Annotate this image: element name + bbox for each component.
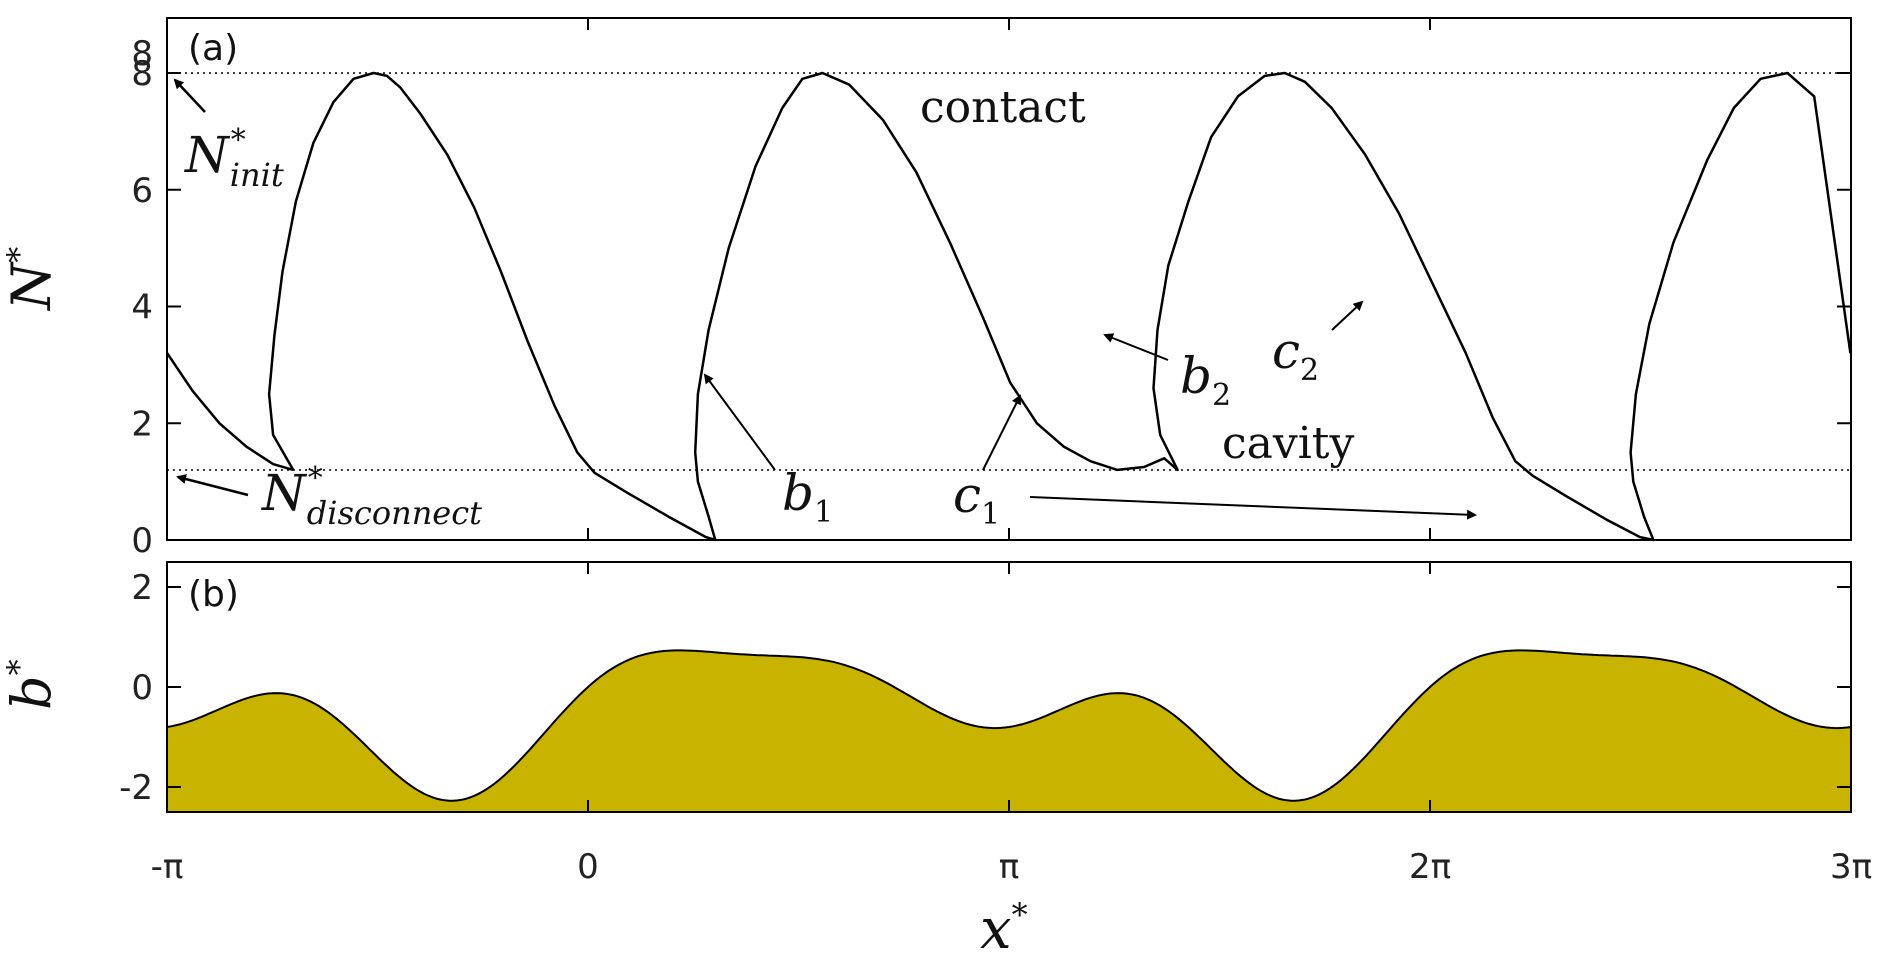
c2-label: c2 [1272, 322, 1319, 388]
b2-arrow [1103, 333, 1169, 361]
panel-a-ytick-label: 8 [131, 54, 153, 94]
x-tick-label: 3π [1830, 847, 1872, 887]
panel-a: 0 2 4 6 88 (a) N* contact cavity N* init N* di… [0, 17, 1852, 561]
x-tick-label: π [999, 847, 1019, 887]
panel-a-ytick-label: 2 [131, 404, 153, 444]
panel-b-label: (b) [188, 574, 239, 615]
x-tick-label: -π [151, 847, 184, 887]
panel-b-ticks: -2 0 2 [119, 562, 1852, 812]
ndisconnect-label: N* disconnect [261, 461, 482, 532]
c1-arrow [982, 394, 1021, 471]
b1-label: b1 [782, 464, 833, 530]
panel-b-ytick-label: 0 [131, 668, 153, 708]
panel-b-ylabel: b* [0, 659, 63, 710]
panel-a-ytick-label: 0 [131, 521, 153, 561]
cavity-label: cavity [1222, 418, 1354, 469]
ninit-label: N* init [184, 123, 284, 194]
panel-a-ticks: 0 2 4 6 88 [131, 18, 1852, 561]
panel-b-ytick-label: 2 [131, 568, 153, 608]
panel-a-frame [166, 17, 1852, 541]
b2-label: b2 [1180, 347, 1231, 413]
panel-b: -2 0 2 (b) b* [0, 561, 1852, 813]
panel-a-ylabel: N* [0, 247, 63, 312]
panel-a-label: (a) [188, 28, 238, 69]
x-tick-labels: -π 0 π 2π 3π [151, 847, 1872, 887]
pressure-curve-2 [267, 71, 1852, 542]
x-tick-label: 2π [1409, 847, 1451, 887]
b1-arrow [703, 373, 776, 471]
panel-a-series [166, 71, 1852, 542]
pressure-curve-1 [166, 352, 294, 472]
c1-long-arrow [1029, 496, 1477, 520]
panel-a-ytick-label-top: 8 [131, 34, 153, 74]
panel-b-ytick-label: -2 [119, 768, 153, 808]
c2-arrow [1331, 300, 1364, 331]
ninit-arrow [173, 78, 206, 113]
contact-label: contact [920, 82, 1086, 133]
x-axis-label: x* [980, 896, 1028, 962]
c1-label: c1 [953, 466, 1000, 532]
x-tick-label: 0 [577, 847, 599, 887]
panel-a-ytick-label: 6 [131, 171, 153, 211]
bed-topography-area [166, 649, 1852, 813]
ndisconnect-arrow [176, 474, 249, 497]
panel-a-ytick-label: 4 [131, 288, 153, 328]
